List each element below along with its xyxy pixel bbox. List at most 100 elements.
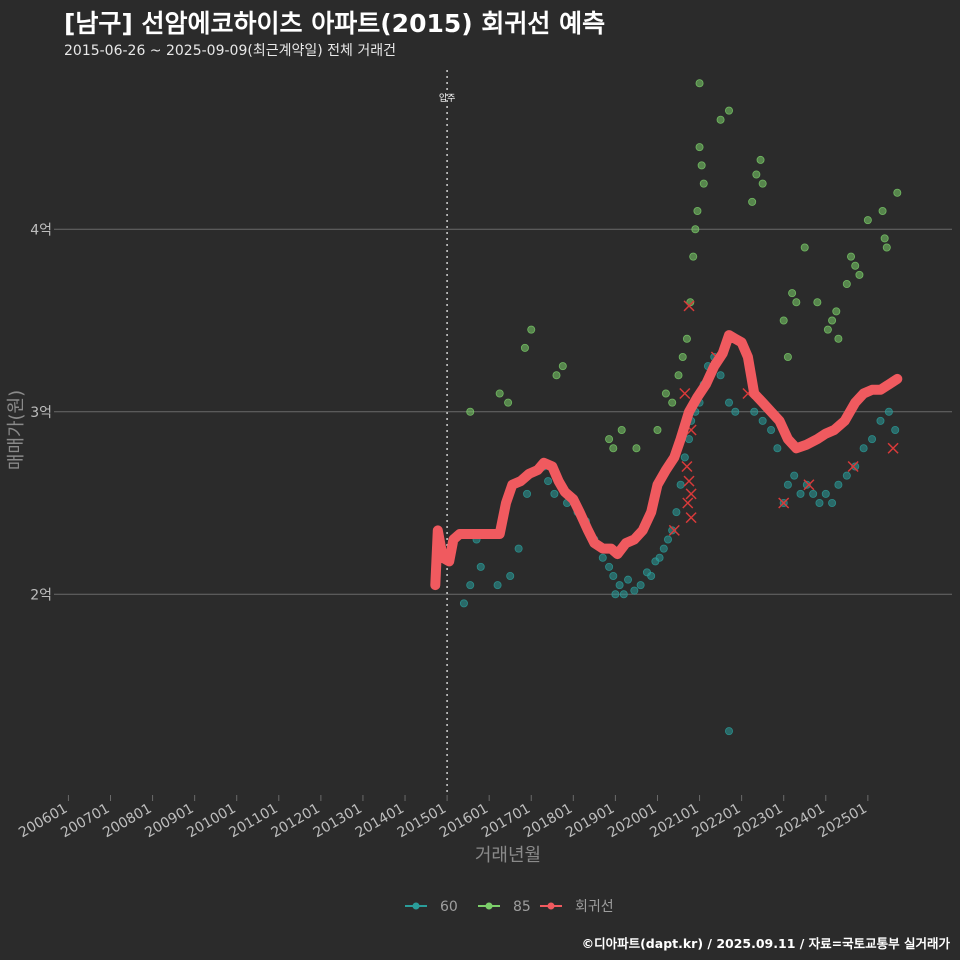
- point-60-34: [680, 453, 689, 462]
- legend-label-2: 회귀선: [575, 899, 614, 915]
- point-85-11: [653, 425, 662, 434]
- highlight-marker-1: [679, 387, 691, 400]
- point-60-53: [796, 489, 805, 498]
- series-60-points: [459, 352, 900, 736]
- point-85-44: [855, 270, 864, 279]
- point-85-30: [758, 179, 767, 188]
- point-85-49: [893, 188, 902, 197]
- y-tick-label-0: 2억: [30, 587, 52, 603]
- point-85-7: [605, 435, 614, 444]
- highlight-marker-3: [681, 460, 693, 473]
- y-tick-label-2: 4억: [30, 222, 52, 238]
- point-60-3: [476, 562, 485, 571]
- point-85-15: [678, 352, 687, 361]
- point-60-44: [731, 407, 740, 416]
- point-60-49: [773, 444, 782, 453]
- highlight-marker-6: [682, 497, 694, 509]
- point-85-34: [792, 298, 801, 307]
- gridlines: [60, 228, 952, 595]
- chart-title: [남구] 선암에코하이츠 아파트(2015) 회귀선 예측: [64, 9, 606, 38]
- point-85-43: [851, 261, 860, 270]
- point-85-22: [697, 161, 706, 170]
- point-85-47: [880, 234, 889, 243]
- annotation-layer: 입주: [439, 70, 456, 795]
- point-60-46: [750, 407, 759, 416]
- highlight-marker-14: [887, 442, 899, 454]
- legend-item-1: 85: [478, 899, 531, 915]
- point-85-40: [834, 334, 843, 343]
- point-60-5: [506, 572, 515, 581]
- point-85-37: [823, 325, 832, 334]
- point-85-3: [520, 343, 529, 352]
- point-85-9: [617, 425, 626, 434]
- point-60-33: [676, 480, 685, 489]
- point-85-18: [689, 252, 698, 261]
- point-85-26: [725, 106, 734, 115]
- point-85-6: [558, 362, 567, 371]
- point-60-47: [758, 416, 767, 425]
- point-85-29: [756, 155, 765, 164]
- point-60-59: [834, 480, 843, 489]
- highlight-marker-13: [847, 460, 859, 473]
- point-85-42: [847, 252, 856, 261]
- point-60-24: [636, 581, 645, 590]
- point-85-33: [788, 289, 797, 298]
- y-axis-title: 매매가(원): [6, 390, 27, 470]
- point-60-4: [493, 581, 502, 590]
- legend: 60 85 회귀선: [405, 899, 614, 915]
- point-85-13: [668, 398, 677, 407]
- point-85-5: [552, 371, 561, 380]
- point-60-29: [659, 544, 668, 553]
- point-60-43: [725, 398, 734, 407]
- point-60-23: [630, 586, 639, 595]
- point-60-28: [655, 553, 664, 562]
- point-60-7: [523, 489, 532, 498]
- x-axis-title: 거래년월: [475, 845, 541, 866]
- point-85-1: [495, 389, 504, 398]
- point-60-32: [672, 508, 681, 517]
- point-60-56: [815, 498, 824, 507]
- annotation-label: 입주: [439, 92, 456, 104]
- highlight-marker-12: [803, 479, 815, 491]
- point-85-45: [863, 216, 872, 225]
- point-85-38: [828, 316, 837, 325]
- point-60-16: [598, 553, 607, 562]
- point-60-26: [647, 572, 656, 581]
- point-60-62: [859, 444, 868, 453]
- point-85-28: [752, 170, 761, 179]
- x-tick-label-19: 202501: [816, 801, 870, 842]
- point-85-31: [779, 316, 788, 325]
- point-60-42: [716, 371, 725, 380]
- point-60-1: [466, 581, 475, 590]
- highlight-marker-11: [778, 497, 790, 509]
- point-60-6: [514, 544, 523, 553]
- point-60-63: [868, 435, 877, 444]
- point-60-9: [544, 477, 553, 486]
- highlight-marker-4: [683, 475, 695, 487]
- point-85-10: [632, 444, 641, 453]
- highlight-marker-7: [685, 512, 697, 524]
- chart-subtitle: 2015-06-26 ~ 2025-09-09(최근계약일) 전체 거래건: [64, 43, 396, 59]
- highlight-marker-0: [683, 300, 695, 312]
- point-60-45: [725, 727, 734, 736]
- point-60-60: [842, 471, 851, 480]
- point-85-20: [693, 206, 702, 215]
- point-85-48: [882, 243, 891, 252]
- point-85-17: [686, 298, 695, 307]
- point-60-54: [802, 480, 811, 489]
- x-axis: 2006012007012008012009012010012011012012…: [16, 795, 870, 841]
- point-85-36: [813, 298, 822, 307]
- point-60-17: [605, 562, 614, 571]
- highlight-marker-5: [685, 488, 697, 500]
- point-85-12: [661, 389, 670, 398]
- point-60-20: [615, 581, 624, 590]
- point-60-21: [619, 590, 628, 599]
- point-60-51: [783, 480, 792, 489]
- regression-line: [430, 330, 903, 591]
- point-85-14: [674, 371, 683, 380]
- footer-credit: ©디아파트(dapt.kr) / 2025.09.11 / 자료=국토교통부 실…: [581, 936, 950, 951]
- point-60-61: [851, 462, 860, 471]
- regression-line-group: [430, 330, 903, 591]
- point-85-0: [466, 407, 475, 416]
